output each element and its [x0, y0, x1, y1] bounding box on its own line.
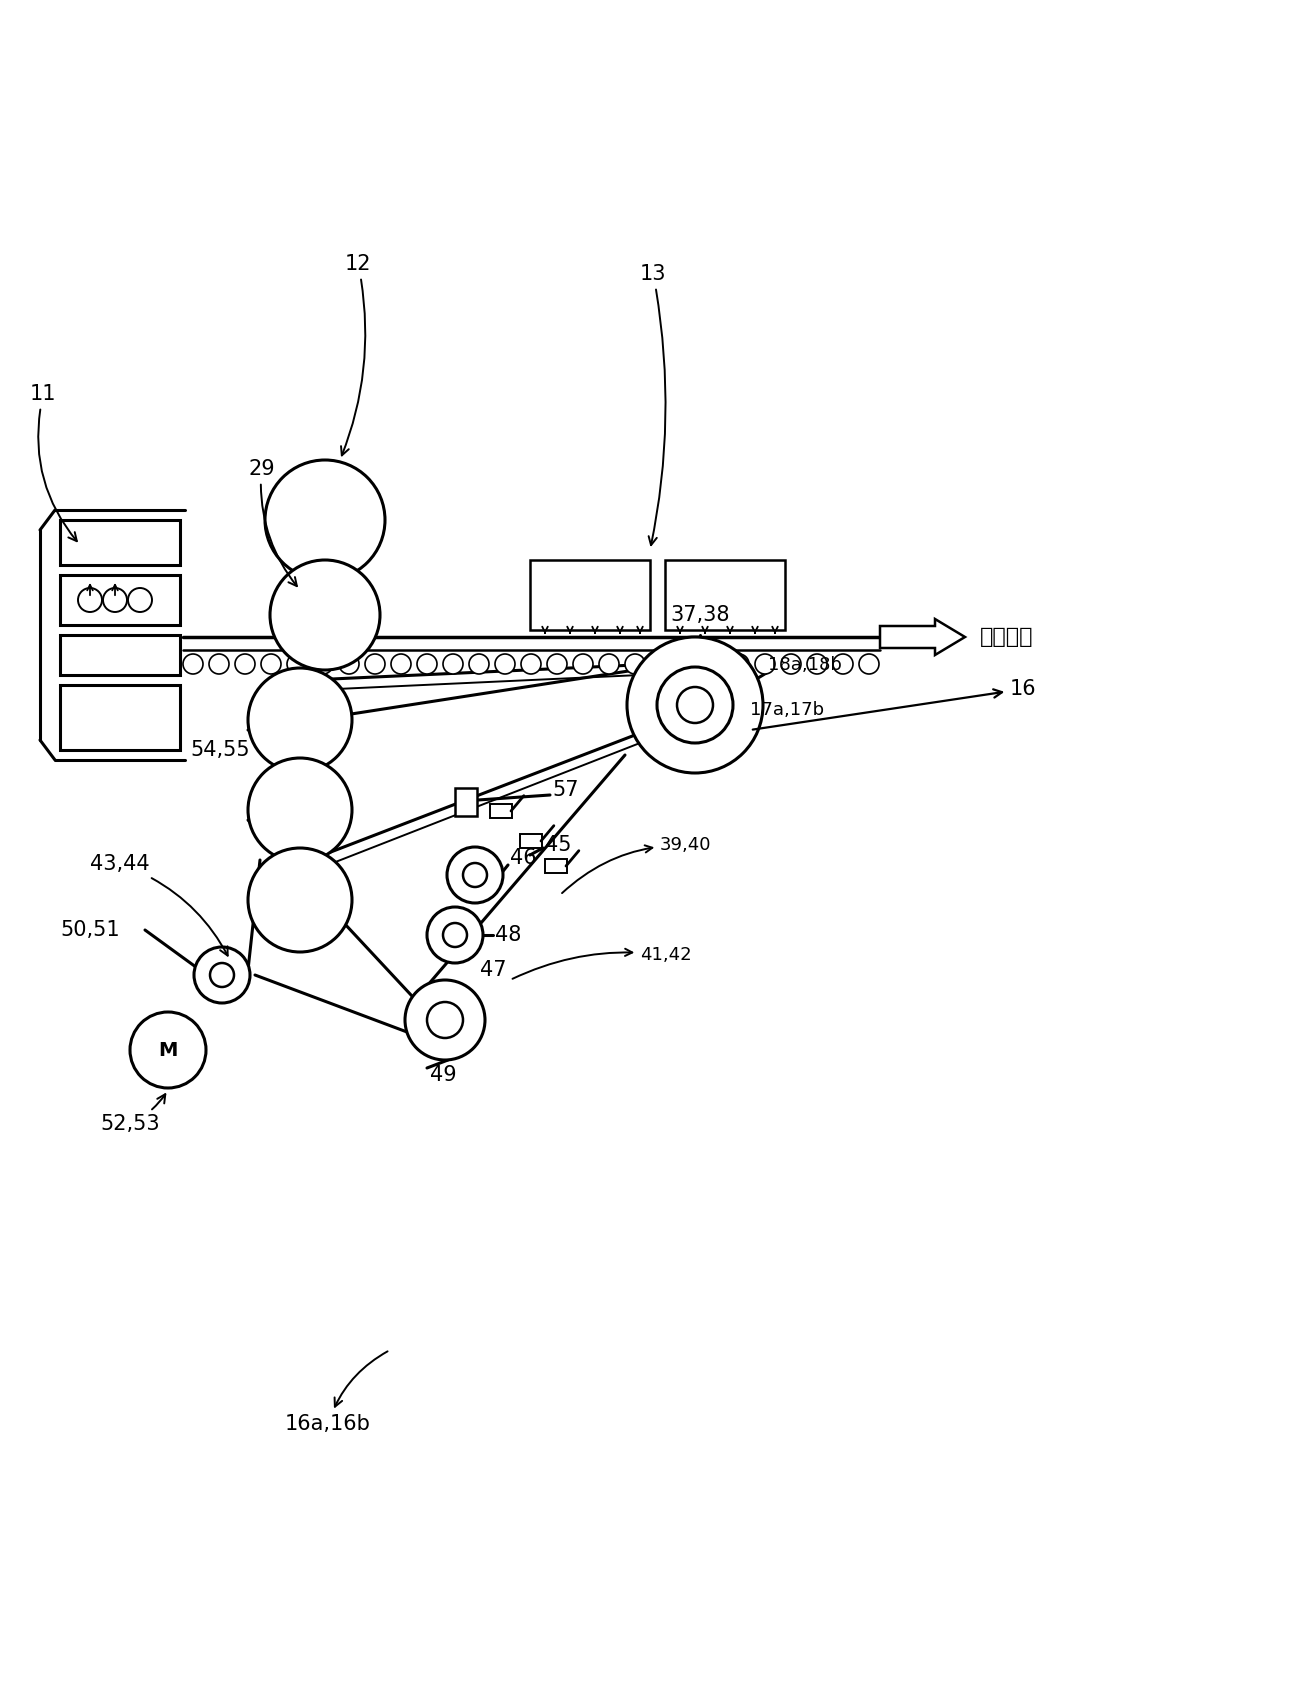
Circle shape: [128, 588, 152, 612]
Circle shape: [248, 759, 351, 863]
Circle shape: [463, 863, 486, 887]
Circle shape: [208, 655, 229, 673]
Circle shape: [77, 588, 102, 612]
Text: 52,53: 52,53: [100, 1095, 165, 1134]
Circle shape: [265, 460, 385, 580]
Circle shape: [248, 668, 351, 772]
Circle shape: [627, 638, 763, 772]
Bar: [60, 575, 180, 626]
Circle shape: [427, 1003, 463, 1038]
Bar: [490, 805, 513, 818]
Circle shape: [405, 980, 485, 1061]
Circle shape: [364, 655, 385, 673]
Bar: [60, 685, 180, 750]
Circle shape: [496, 655, 515, 673]
Circle shape: [287, 655, 307, 673]
Circle shape: [676, 655, 697, 673]
Circle shape: [781, 655, 801, 673]
Text: 输送方向: 输送方向: [981, 627, 1033, 646]
Text: 47: 47: [480, 960, 506, 980]
Text: 11: 11: [30, 384, 77, 540]
Text: 43,44: 43,44: [90, 854, 228, 955]
Text: 29: 29: [248, 459, 296, 587]
Circle shape: [417, 655, 437, 673]
Circle shape: [520, 655, 541, 673]
Text: 16a,16b: 16a,16b: [284, 1352, 388, 1434]
Circle shape: [676, 687, 713, 723]
Text: 57: 57: [552, 779, 578, 800]
Bar: [455, 788, 477, 817]
Text: 50,51: 50,51: [60, 921, 119, 939]
Text: 46: 46: [510, 847, 536, 868]
Circle shape: [652, 655, 671, 673]
Text: 17a,17b: 17a,17b: [750, 701, 825, 720]
Text: 49: 49: [430, 1066, 456, 1084]
Circle shape: [261, 655, 281, 673]
Circle shape: [859, 655, 878, 673]
Bar: [665, 559, 785, 631]
Circle shape: [547, 655, 566, 673]
Circle shape: [469, 655, 489, 673]
Circle shape: [808, 655, 827, 673]
Circle shape: [340, 655, 359, 673]
Bar: [520, 834, 541, 847]
Text: 16: 16: [753, 679, 1037, 730]
Circle shape: [832, 655, 853, 673]
Text: M: M: [159, 1040, 178, 1059]
Text: 18a,18b: 18a,18b: [768, 656, 842, 673]
Circle shape: [443, 922, 467, 946]
Bar: [60, 520, 180, 564]
Circle shape: [270, 559, 380, 670]
Circle shape: [210, 963, 233, 987]
Circle shape: [427, 907, 482, 963]
Circle shape: [599, 655, 619, 673]
Text: 13: 13: [640, 264, 666, 546]
Circle shape: [248, 847, 351, 951]
Bar: [545, 859, 566, 873]
Circle shape: [391, 655, 412, 673]
Circle shape: [447, 847, 503, 904]
Text: 48: 48: [496, 926, 522, 945]
Text: 39,40: 39,40: [562, 835, 712, 893]
Circle shape: [313, 655, 333, 673]
Circle shape: [184, 655, 203, 673]
Text: 12: 12: [341, 254, 371, 455]
Circle shape: [703, 655, 722, 673]
Text: 41,42: 41,42: [513, 946, 692, 979]
Circle shape: [235, 655, 256, 673]
Circle shape: [104, 588, 127, 612]
FancyArrow shape: [880, 619, 965, 655]
Circle shape: [130, 1013, 206, 1088]
Bar: [60, 634, 180, 675]
Bar: [530, 559, 650, 631]
Circle shape: [443, 655, 463, 673]
Circle shape: [573, 655, 593, 673]
Text: 54,55: 54,55: [190, 740, 249, 760]
Text: 45: 45: [545, 835, 572, 854]
Circle shape: [625, 655, 645, 673]
Circle shape: [755, 655, 775, 673]
Circle shape: [194, 946, 250, 1003]
Text: 37,38: 37,38: [670, 605, 730, 626]
Circle shape: [657, 667, 733, 743]
Circle shape: [729, 655, 749, 673]
